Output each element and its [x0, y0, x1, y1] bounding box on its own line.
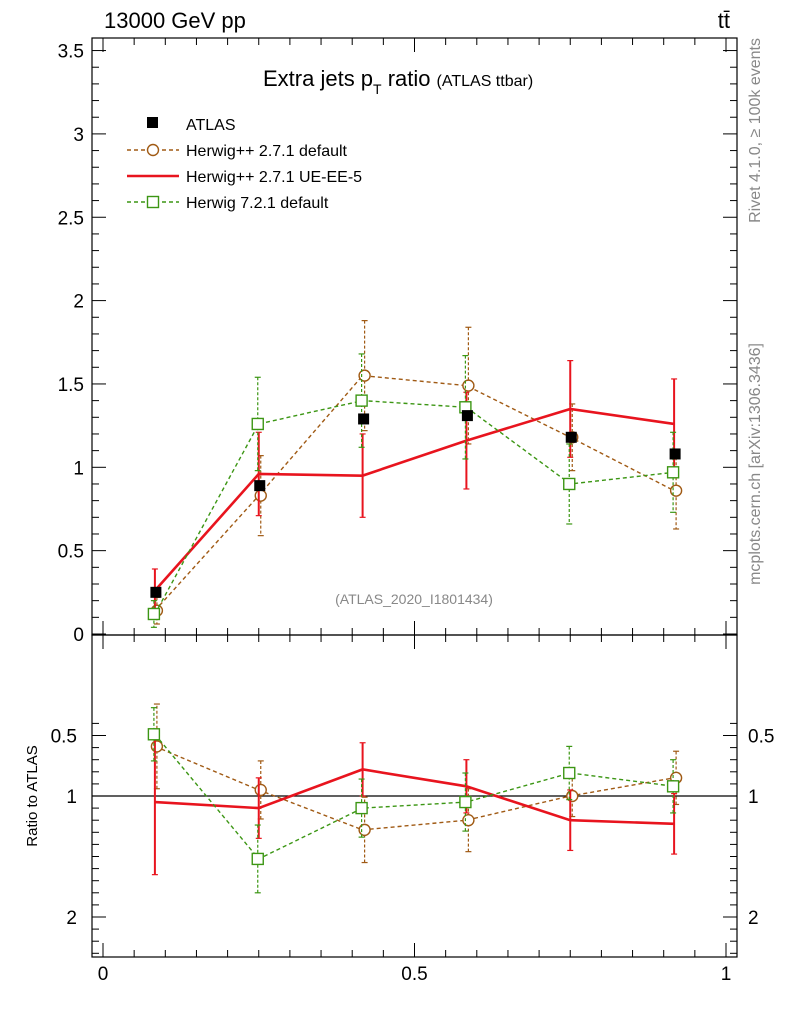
ratio-line [154, 768, 675, 826]
ratio-y-tick-label-right: 0.5 [748, 727, 774, 748]
legend-label-herwig7: Herwig 7.2.1 default [186, 195, 329, 212]
legend-label-herwigpp-default: Herwig++ 2.7.1 default [186, 143, 348, 160]
analysis-watermark: (ATLAS_2020_I1801434) [335, 591, 493, 607]
main-square-marker [251, 417, 264, 431]
atlas-data-point [461, 410, 473, 422]
ratio-y-tick-label-right: 1 [748, 787, 759, 808]
atlas-data-point [358, 413, 370, 425]
legend: ATLAS Herwig++ 2.7.1 default Herwig++ 2.… [127, 117, 362, 212]
x-tick-label: 0.5 [401, 964, 427, 985]
ratio-circle-marker [254, 783, 267, 797]
process-label: tt̄ [718, 8, 730, 33]
main-square-marker [666, 466, 680, 479]
plot-subtitle: (ATLAS ttbar) [437, 73, 534, 90]
legend-label-atlas: ATLAS [186, 117, 236, 134]
ratio-square-marker [147, 728, 161, 741]
main-y-tick-label: 3 [73, 125, 84, 146]
main-y-tick-label: 1.5 [58, 375, 84, 396]
main-panel-series [147, 320, 683, 628]
main-square-marker [355, 394, 368, 407]
atlas-data-point [254, 480, 266, 492]
ratio-panel-series [147, 703, 683, 894]
plot-title-suffix: ratio [382, 66, 431, 91]
ratio-square-marker [666, 780, 680, 793]
main-circle-marker [669, 484, 683, 497]
main-square-marker [147, 607, 161, 621]
ratio-line [154, 745, 675, 831]
main-y-tick-label: 3.5 [58, 42, 84, 63]
ratio-y-tick-label-right: 2 [748, 908, 759, 929]
ratio-circle-marker [462, 814, 475, 827]
ratio-circle-marker [150, 740, 164, 753]
ratio-axis-label: Ratio to ATLAS [24, 745, 41, 846]
rivet-version-label: Rivet 4.1.0, ≥ 100k events [747, 38, 764, 223]
plot-title-main: Extra jets p [263, 66, 373, 91]
ratio-line [154, 733, 675, 860]
plot-title-subscript: T [373, 81, 382, 97]
mcplots-label: mcplots.cern.ch [arXiv:1306.3436] [747, 343, 764, 585]
ratio-y-tick-label: 1 [66, 787, 77, 808]
ratio-square-marker [251, 852, 264, 866]
main-line [154, 399, 675, 615]
main-circle-marker [254, 489, 267, 502]
plot-title: Extra jets pT ratio (ATLAS ttbar) [263, 66, 533, 97]
main-y-tick-label: 1 [73, 458, 84, 479]
main-y-tick-label: 2.5 [58, 208, 84, 229]
main-line [154, 374, 675, 612]
axes: 0 0.5 1 0 0.5 1 1.5 2 2.5 3 3.5 0.5 0.5 1 1 2 2 [51, 38, 774, 985]
main-line [153, 407, 675, 592]
ratio-square-marker [459, 795, 472, 809]
atlas-data-point [669, 448, 681, 460]
legend-marker-atlas [147, 117, 158, 128]
ratio-square-marker [563, 766, 576, 780]
main-square-marker [563, 477, 576, 491]
x-tick-label: 0 [98, 964, 109, 985]
legend-marker-herwigpp-default [146, 143, 160, 157]
legend-label-herwigpp-ueee5: Herwig++ 2.7.1 UE-EE-5 [186, 169, 362, 186]
x-tick-label: 1 [721, 964, 732, 985]
ratio-circle-marker [358, 823, 371, 837]
main-y-tick-label: 2 [73, 292, 84, 313]
legend-marker-herwig7 [146, 195, 160, 209]
atlas-data-point [150, 586, 162, 598]
ratio-y-tick-label: 0.5 [51, 727, 77, 748]
atlas-data-point [565, 431, 577, 443]
main-y-tick-label: 0 [73, 625, 84, 646]
main-circle-marker [358, 369, 371, 382]
ratio-square-marker [355, 801, 368, 815]
main-circle-marker [462, 379, 475, 392]
energy-label: 13000 GeV pp [104, 8, 246, 33]
ratio-y-tick-label: 2 [66, 908, 77, 929]
main-y-tick-label: 0.5 [58, 542, 84, 563]
